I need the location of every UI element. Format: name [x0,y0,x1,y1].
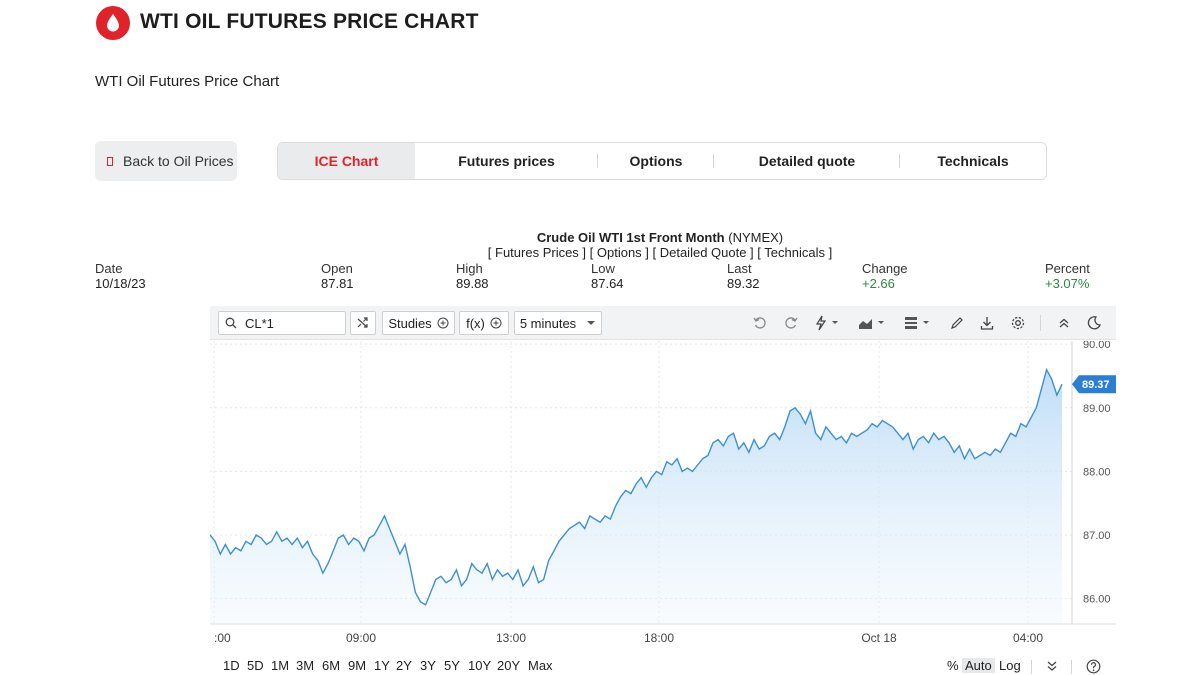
quote-last: Last 89.32 [727,261,760,291]
back-button-label: Back to Oil Prices [123,153,234,169]
plus-circle-icon [490,317,502,329]
chart-tabs: ICE Chart Futures prices Options Detaile… [277,142,1047,180]
x-tick-label: 18:00 [644,631,674,645]
page-title: WTI OIL FUTURES PRICE CHART [140,10,479,33]
function-button[interactable]: f(x) [459,311,509,335]
range-9m[interactable]: 9M [348,658,367,673]
range-2y[interactable]: 2Y [396,658,412,673]
compare-button[interactable] [350,311,376,335]
range-1y[interactable]: 1Y [374,658,390,673]
download-icon[interactable] [978,314,996,332]
oil-drop-icon [107,14,119,32]
range-1d[interactable]: 1D [223,658,240,673]
y-tick-label: 90.00 [1083,341,1111,351]
price-area [210,369,1062,624]
studies-label: Studies [388,315,432,331]
help-icon[interactable] [1086,659,1101,675]
bottom-divider [1031,660,1032,674]
x-tick-label: Oct 18 [861,631,897,645]
scale-log[interactable]: Log [999,658,1021,673]
instrument-name: Crude Oil WTI 1st Front Month [536,230,725,245]
collapse-up-icon[interactable] [1055,314,1073,332]
range-10y[interactable]: 10Y [468,658,492,673]
chart-events-icon[interactable] [813,314,843,332]
oil-drop-logo [96,6,130,40]
quote-percent: Percent +3.07% [1045,261,1090,291]
price-line [209,367,1063,606]
bottom-divider [1071,660,1072,674]
tab-detailed-quote[interactable]: Detailed quote [714,143,900,179]
tab-options[interactable]: Options [598,143,714,179]
display-settings-icon[interactable] [903,314,935,332]
quote-open: Open 87.81 [321,261,354,291]
draw-pencil-icon[interactable] [948,314,966,332]
last-price-tag: 89.37 [1072,375,1116,394]
quote-low: Low 87.64 [591,261,624,291]
symbol-value: CL*1 [245,315,274,331]
scale-auto[interactable]: Auto [962,658,995,673]
toolbar-divider [1040,315,1041,331]
range-max[interactable]: Max [528,658,553,673]
shuffle-icon [357,317,368,328]
y-tick-label: 88.00 [1083,466,1111,478]
back-to-oil-prices-button[interactable]: Back to Oil Prices [95,141,237,181]
price-chart[interactable]: 90.00 89.00 88.00 87.00 86.00 :00 09:00 13:00 1… [209,339,1116,651]
quote-change: Change +2.66 [862,261,908,291]
symbol-search-input[interactable]: CL*1 [218,311,346,335]
x-tick-label: :00 [214,631,231,645]
page-subtitle: WTI Oil Futures Price Chart [95,73,280,90]
quote-date: Date 10/18/23 [95,261,146,291]
x-tick-label: 09:00 [346,631,376,645]
function-label: f(x) [466,315,485,331]
tab-ice-chart[interactable]: ICE Chart [278,143,415,179]
x-tick-label: 13:00 [496,631,526,645]
search-icon [225,317,237,329]
interval-label: 5 minutes [519,315,577,331]
range-5y[interactable]: 5Y [444,658,460,673]
range-6m[interactable]: 6M [322,658,341,673]
quote-title: Crude Oil WTI 1st Front Month (NYMEX) [0,230,1200,245]
x-tick-label: 04:00 [1013,631,1043,645]
range-3y[interactable]: 3Y [420,658,436,673]
redo-icon[interactable] [782,314,800,332]
caret-down-icon [587,321,596,325]
plus-circle-icon [437,317,449,329]
y-tick-label: 87.00 [1083,530,1111,542]
quote-high: High 89.88 [456,261,489,291]
dark-mode-moon-icon[interactable] [1085,314,1103,332]
last-price-label: 89.37 [1082,379,1110,391]
chart-bottom-bar: 1D 5D 1M 3M 6M 9M 1Y 2Y 3Y 5Y 10Y 20Y Ma… [210,656,1116,675]
studies-button[interactable]: Studies [382,311,455,335]
range-1m[interactable]: 1M [271,658,290,673]
tab-technicals[interactable]: Technicals [937,153,1009,169]
tab-futures-prices[interactable]: Futures prices [415,143,598,179]
back-square-icon [107,156,113,166]
gear-icon[interactable] [1009,314,1027,332]
quote-links[interactable]: [ Futures Prices ] [ Options ] [ Detaile… [487,245,833,260]
range-3m[interactable]: 3M [296,658,315,673]
interval-select[interactable]: 5 minutes [514,311,602,335]
price-chart-svg: 90.00 89.00 88.00 87.00 86.00 :00 09:00 13:00 1… [209,339,1116,645]
range-5d[interactable]: 5D [247,658,264,673]
chart-type-icon[interactable] [857,314,889,332]
double-chevron-down-icon[interactable] [1046,659,1058,675]
y-tick-label: 89.00 [1083,403,1111,415]
chart-toolbar: CL*1 Studies f(x) 5 minutes [210,306,1116,340]
scale-percent[interactable]: % [947,658,959,673]
range-20y[interactable]: 20Y [497,658,521,673]
instrument-exchange: (NYMEX) [728,230,784,245]
y-tick-label: 86.00 [1083,594,1111,606]
undo-icon[interactable] [751,314,769,332]
